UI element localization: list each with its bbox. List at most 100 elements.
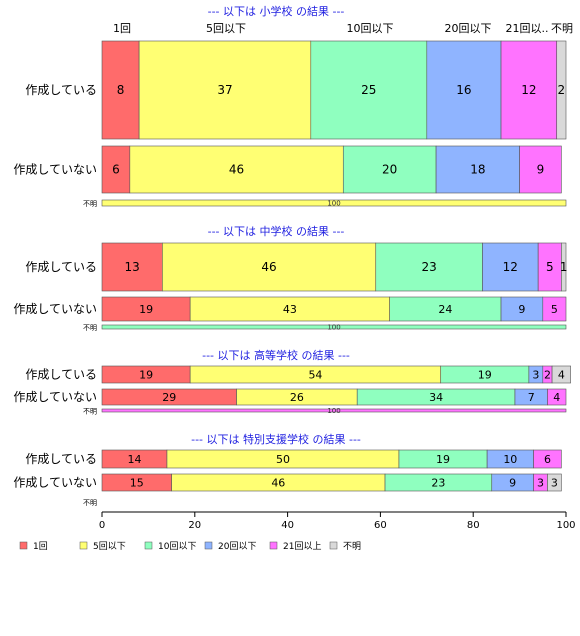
x-tick-label: 80 [467,520,480,531]
legend-swatch [269,541,278,550]
row-label: 作成していない [13,302,97,316]
data-label: 1 [560,260,568,274]
data-label: 4 [553,391,560,404]
bar-segment [533,449,562,469]
data-label: 46 [261,260,276,274]
group-title: --- 以下は 高等学校 の結果 --- [202,348,350,362]
data-label: 43 [283,303,297,316]
data-label: 100 [327,324,340,332]
x-tick-label: 0 [99,520,105,531]
data-label: 12 [503,260,518,274]
bar-segment [101,199,567,207]
x-tick-label: 100 [556,520,575,531]
bar-segment [519,145,562,194]
bar-segment [101,242,163,292]
data-label: 50 [276,453,290,466]
bar-segment [342,145,437,194]
data-label: 15 [130,477,144,490]
data-label: 2 [544,369,551,382]
data-label: 13 [125,260,140,274]
data-label: 19 [436,453,450,466]
bar-segment [310,40,428,140]
data-label: 19 [478,369,492,382]
row-label: 作成している [25,83,97,97]
legend-label: 20回以下 [218,541,256,552]
data-label: 3 [551,477,558,490]
legend-label: 5回以下 [93,541,126,552]
bar-segment [551,365,571,384]
data-label: 2 [558,83,566,97]
data-label: 5 [546,260,554,274]
data-label: 6 [544,453,551,466]
legend-label: 不明 [343,541,361,552]
legend-label: 10回以下 [158,541,196,552]
data-label: 18 [470,163,485,177]
bar-segment [556,40,567,140]
bar-segment [389,296,502,322]
data-label: 10 [503,453,517,466]
bar-segment [101,145,131,194]
bar-segment [561,242,567,292]
legend-label: 1回 [33,541,48,552]
category-header-label: 10回以下 [347,22,394,35]
data-label: 12 [521,83,536,97]
data-label: 16 [456,83,471,97]
data-label: 9 [537,163,545,177]
category-header-label: 1回 [113,22,131,35]
data-label: 4 [558,369,565,382]
bar-segment [426,40,502,140]
data-label: 19 [139,303,153,316]
category-header-label: 不明 [551,22,573,35]
data-label: 6 [112,163,120,177]
data-label: 23 [431,477,445,490]
data-label: 8 [117,83,125,97]
legend-swatch [144,541,153,550]
data-label: 25 [361,83,376,97]
data-label: 37 [217,83,232,97]
data-label: 100 [327,200,340,208]
data-label: 3 [532,369,539,382]
legend-swatch [19,541,28,550]
data-label: 46 [229,163,244,177]
row-label: 作成している [25,368,97,382]
row-label: 作成していない [13,163,97,177]
row-label: 不明 [83,200,97,208]
data-label: 9 [518,303,525,316]
bar-segment [547,473,562,492]
bar-segment [129,145,344,194]
bar-segment [101,408,567,413]
data-label: 29 [162,391,176,404]
legend-swatch [329,541,338,550]
bar-segment [375,242,483,292]
data-label: 14 [127,453,141,466]
bar-segment [500,40,558,140]
bar-segment [542,296,567,322]
group-title: --- 以下は 小学校 の結果 --- [208,4,345,18]
data-label: 7 [528,391,535,404]
bar-segment [547,388,567,406]
group-title: --- 以下は 特別支援学校 の結果 --- [191,432,361,446]
bar-segment [101,296,191,322]
row-label: 作成している [25,260,97,274]
category-header-label: 21回以.. [506,22,549,35]
row-label: 作成していない [13,390,97,404]
row-label: 不明 [83,324,97,332]
x-tick-label: 60 [374,520,387,531]
bar-segment [162,242,377,292]
data-label: 34 [429,391,443,404]
data-label: 100 [327,407,340,415]
bar-segment [482,242,539,292]
bar-segment [500,296,544,322]
legend-swatch [79,541,88,550]
data-label: 19 [139,369,153,382]
legend-swatch [204,541,213,550]
data-label: 24 [438,303,452,316]
data-label: 54 [308,369,322,382]
legend-label: 21回以上 [283,541,321,552]
x-tick-label: 40 [281,520,294,531]
row-label: 不明 [83,408,97,416]
row-label: 作成している [25,452,97,466]
category-header-label: 5回以下 [206,22,246,35]
data-label: 5 [551,303,558,316]
